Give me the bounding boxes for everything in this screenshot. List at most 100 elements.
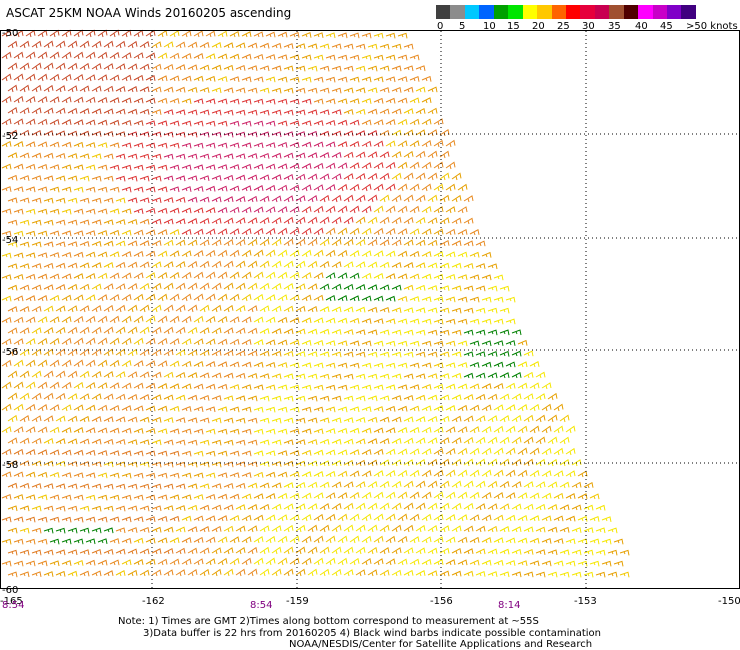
wind-barb [325, 98, 336, 105]
wind-barb [421, 362, 432, 369]
wind-barb [421, 296, 432, 303]
wind-barb [19, 107, 30, 115]
wind-barb [229, 361, 240, 368]
wind-barb [199, 175, 210, 181]
wind-barb [505, 514, 516, 522]
wind-barb [199, 282, 210, 291]
wind-barb [223, 109, 234, 116]
wind-barb [85, 96, 96, 104]
wind-barb [355, 502, 366, 511]
wind-barb [385, 205, 396, 214]
wind-barb [523, 481, 534, 489]
wind-barb [79, 175, 90, 182]
wind-barb [415, 216, 426, 225]
wind-barb [559, 549, 570, 556]
wind-barb [301, 32, 312, 38]
wind-barb [157, 494, 168, 501]
wind-barb [277, 316, 288, 324]
wind-barb [379, 438, 390, 445]
wind-barb [115, 153, 126, 160]
wind-barb [475, 436, 486, 445]
wind-barb [19, 84, 30, 93]
wind-barb [457, 383, 468, 390]
wind-barb [49, 186, 60, 193]
lon-label: -150 [718, 596, 740, 607]
wind-barb [259, 568, 270, 577]
wind-barb [103, 416, 114, 423]
wind-barb [211, 372, 222, 379]
wind-barb [205, 185, 216, 192]
wind-barb [73, 164, 84, 171]
wind-barb [163, 371, 174, 379]
wind-barb [217, 30, 228, 38]
wind-barb [397, 296, 408, 302]
wind-barb [247, 42, 258, 49]
wind-barb [217, 338, 228, 346]
wind-barb [349, 54, 360, 61]
wind-barb [199, 153, 210, 160]
wind-barb [31, 571, 42, 577]
wind-barb [409, 183, 420, 192]
wind-barb [391, 395, 402, 401]
wind-barb [235, 395, 246, 402]
wind-barb [583, 504, 594, 511]
wind-barb [385, 491, 396, 500]
wind-barb [193, 186, 204, 192]
wind-barb [343, 151, 354, 159]
wind-barb [157, 250, 168, 258]
wind-barb [223, 260, 234, 269]
wind-barb [7, 106, 18, 115]
wind-barb [433, 469, 444, 478]
wind-barb [295, 283, 306, 291]
wind-barb [445, 491, 456, 500]
wind-barb [145, 494, 156, 501]
wind-barb [271, 395, 282, 402]
wind-barb [67, 283, 78, 291]
wind-barb [415, 570, 426, 577]
wind-barb [583, 481, 594, 489]
wind-barb [151, 175, 162, 182]
wind-barb [115, 85, 126, 93]
wind-barb [67, 438, 78, 445]
wind-barb [391, 129, 402, 137]
wind-barb [283, 482, 294, 489]
wind-barb [97, 186, 108, 193]
wind-barb [25, 381, 36, 390]
wind-barb [241, 493, 252, 500]
wind-barb [301, 271, 312, 280]
wind-barb [265, 406, 276, 413]
wind-barb [109, 427, 120, 434]
wind-barb [49, 381, 60, 390]
wind-barb [367, 130, 378, 137]
wind-barb [421, 405, 432, 412]
wind-barb [43, 571, 54, 577]
wind-barb [7, 263, 18, 270]
wind-barb [469, 229, 480, 236]
wind-barb [385, 295, 396, 302]
wind-barb [295, 395, 306, 402]
wind-barb [235, 153, 246, 160]
wind-barb [301, 513, 312, 522]
wind-barb [433, 251, 444, 258]
wind-barb [331, 87, 342, 94]
wind-barb [577, 470, 588, 478]
wind-barb [109, 382, 120, 390]
wind-barb [43, 505, 54, 512]
wind-barb [13, 73, 24, 82]
wind-barb [163, 153, 174, 160]
wind-barb [61, 51, 72, 60]
wind-barb [409, 426, 420, 434]
wind-barb [181, 338, 192, 346]
time-label: 8:54 [2, 600, 24, 611]
wind-barb [397, 228, 408, 236]
wind-barb [373, 227, 384, 236]
wind-barb [433, 536, 444, 544]
wind-barb [193, 338, 204, 346]
wind-barb [13, 118, 24, 126]
wind-barb [91, 197, 102, 204]
wind-barb [373, 161, 384, 170]
wind-barb [253, 514, 264, 522]
wind-barb [73, 73, 84, 82]
wind-barb [91, 348, 102, 357]
wind-barb [259, 238, 270, 247]
